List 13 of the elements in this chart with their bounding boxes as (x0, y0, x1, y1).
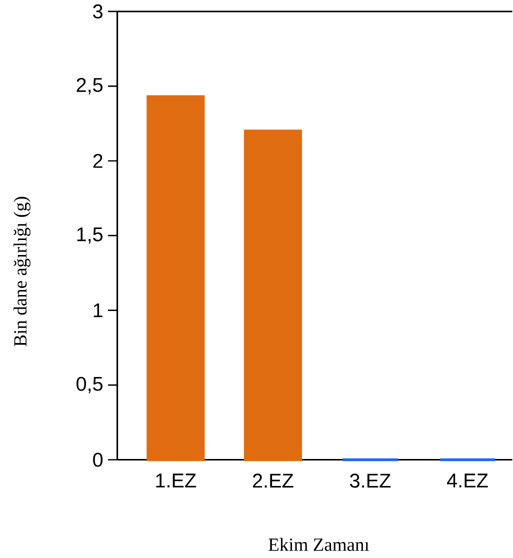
x-tick-label: 1.EZ (156, 474, 196, 488)
y-tick-label: 0,5 (76, 376, 102, 394)
x-tick-label: 4.EZ (446, 474, 488, 488)
x-tick-label: 2.EZ (252, 474, 294, 488)
y-tick-label: 1,5 (77, 227, 102, 244)
y-tick-label: 0 (93, 452, 103, 467)
y-tick-label: 2,5 (76, 78, 102, 94)
y-tick-label: 3 (93, 4, 102, 18)
y-tick-label: 1 (94, 303, 102, 318)
x-axis-title: Ekim Zamanı (268, 538, 370, 551)
y-axis-title: Bin dane ağırlığı (g) (14, 196, 30, 346)
x-tick-label: 3.EZ (350, 474, 391, 488)
y-tick-label: 2 (93, 154, 102, 168)
